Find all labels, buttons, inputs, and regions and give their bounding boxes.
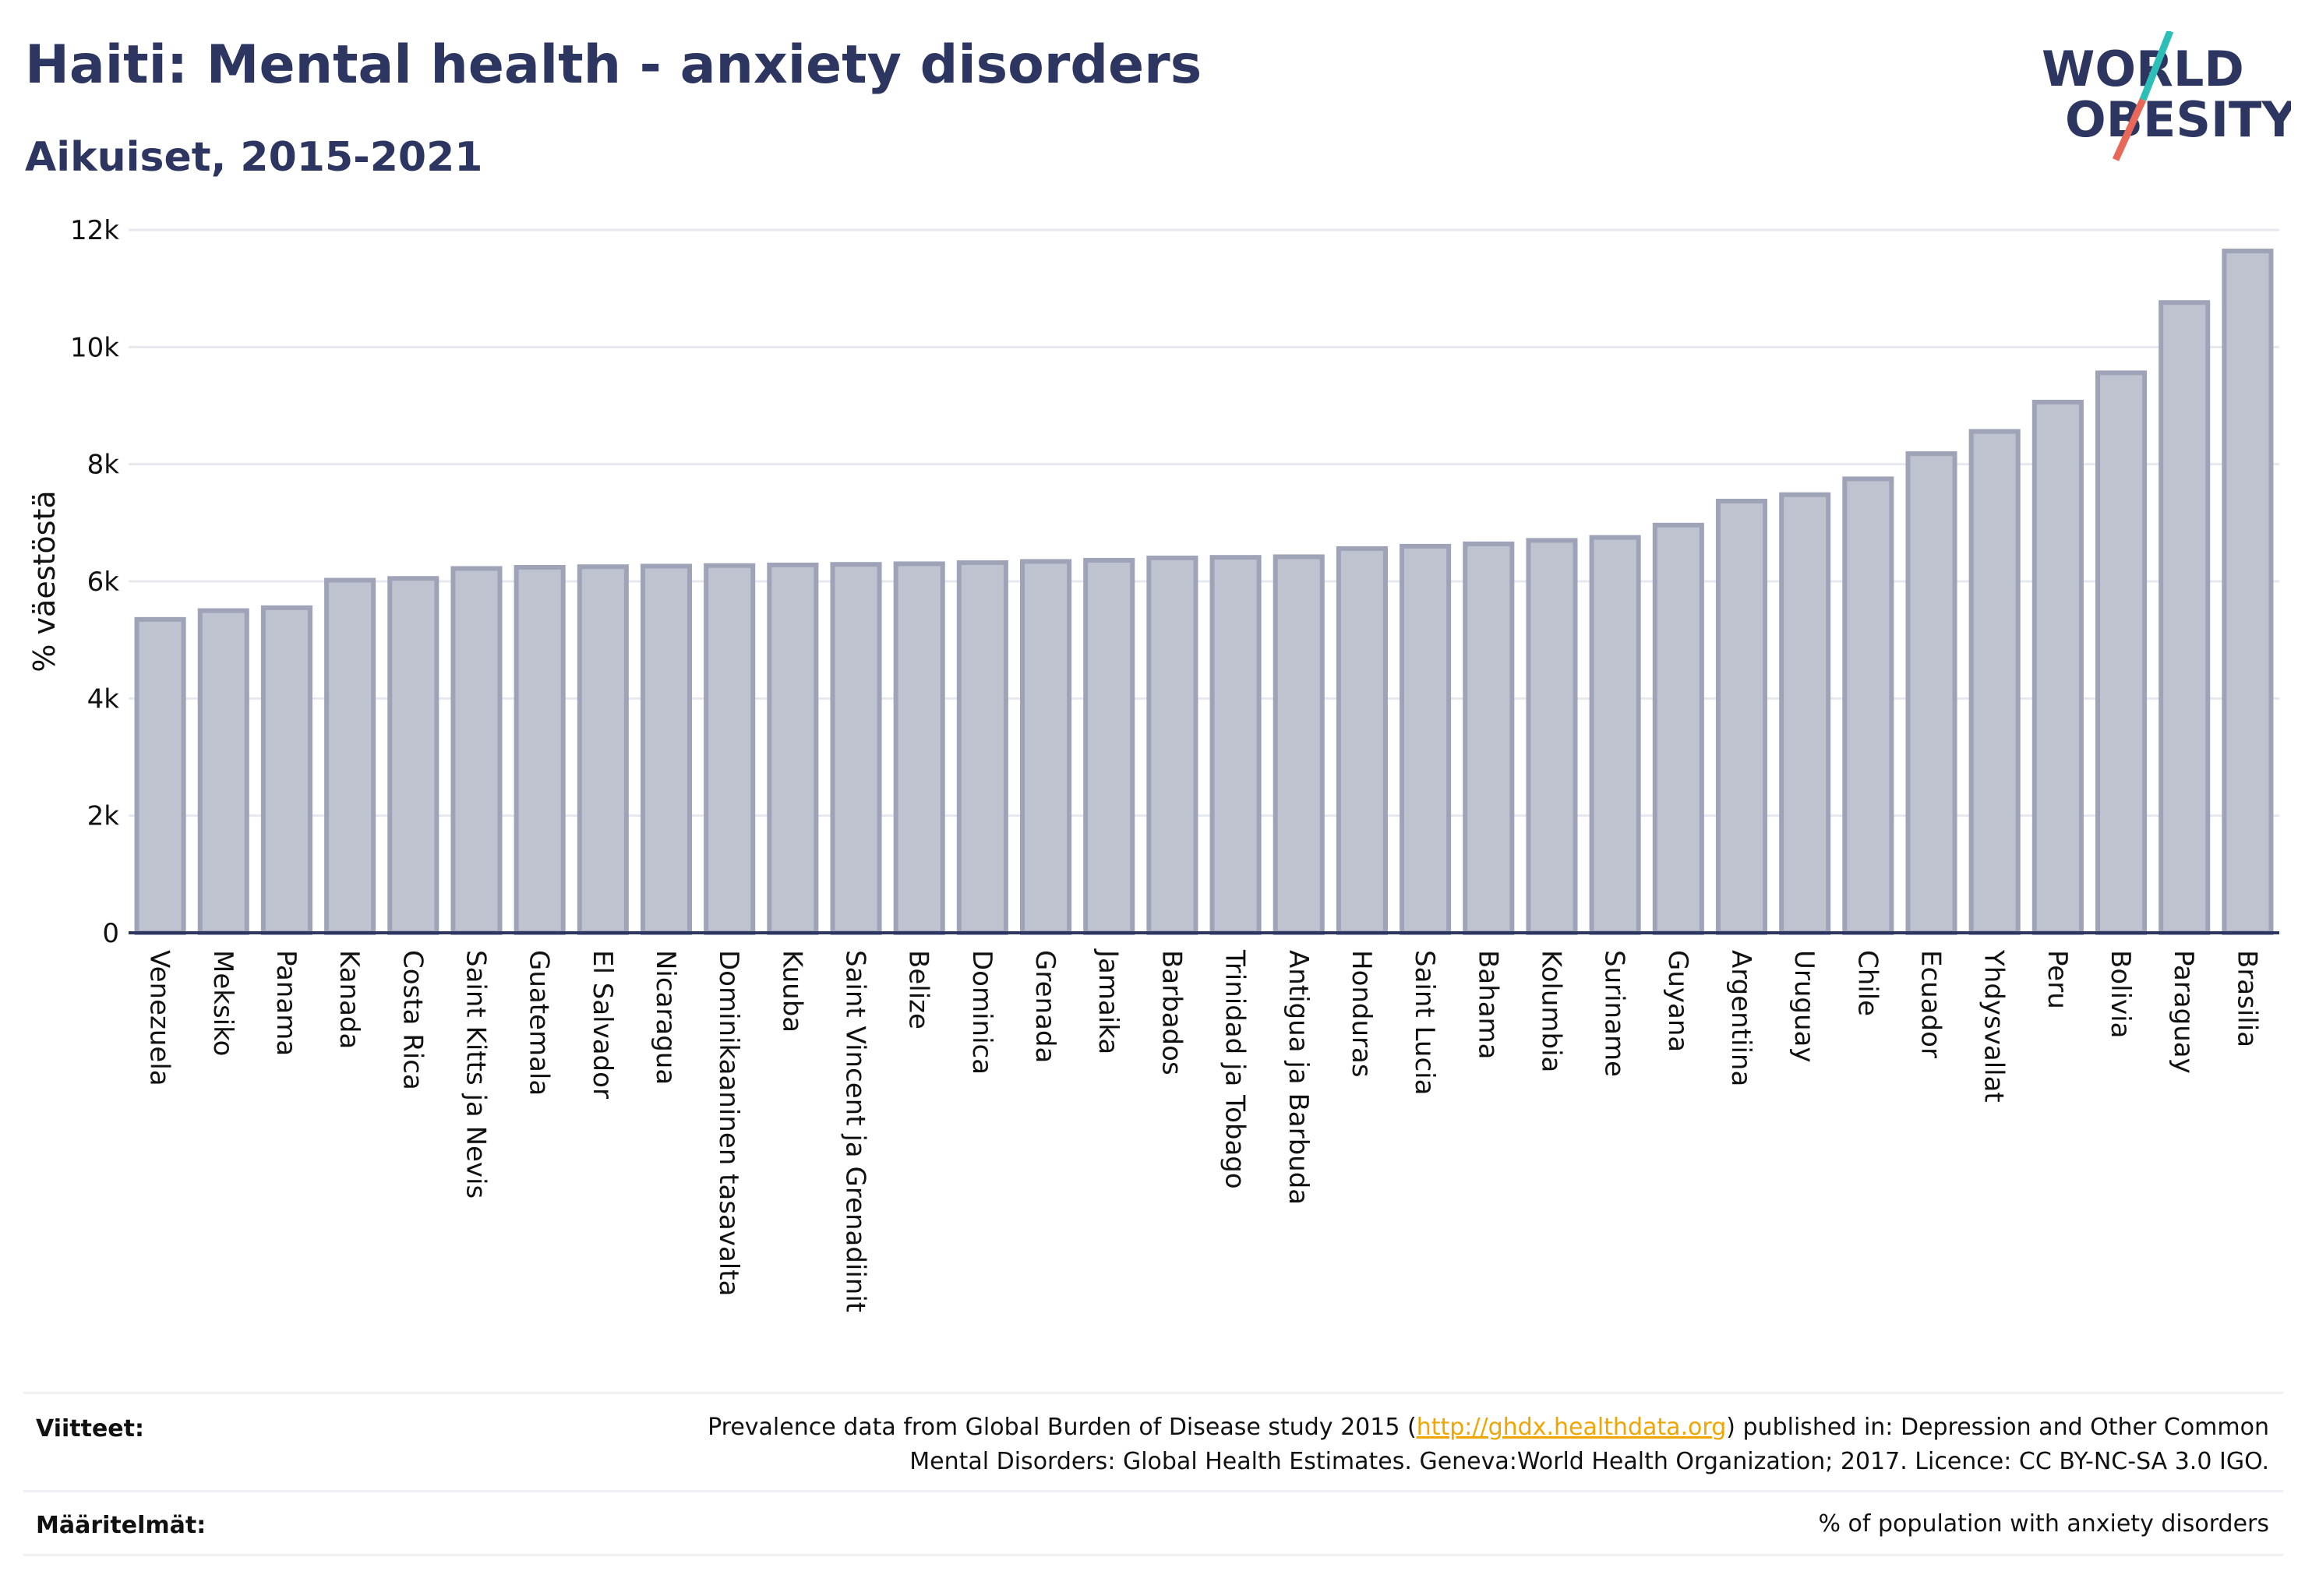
y-tick-label: 8k	[87, 450, 120, 481]
bar	[1020, 559, 1072, 936]
x-tick-label: Meksiko	[207, 950, 238, 1056]
x-tick-label: Venezuela	[144, 950, 175, 1086]
x-tick-label: Uruguay	[1788, 950, 1820, 1063]
logo-slash-bottom	[2112, 98, 2147, 161]
footer-rule-bottom	[23, 1554, 2283, 1556]
x-tick-label: Yhdysvallat	[1978, 949, 2010, 1103]
x-tick-label: Guatemala	[524, 950, 555, 1096]
sources-label: Viitteet:	[36, 1415, 144, 1442]
x-tick-label: Argentiina	[1725, 950, 1756, 1086]
x-tick-label: Dominica	[966, 950, 997, 1075]
footer-rule-top	[23, 1392, 2283, 1394]
bar	[514, 564, 566, 936]
sources-line1: Prevalence data from Global Burden of Di…	[708, 1411, 2269, 1445]
y-tick-label: 2k	[87, 801, 120, 832]
y-tick-label: 0	[102, 918, 119, 949]
bar	[324, 577, 376, 935]
bar	[1715, 499, 1768, 935]
x-tick-label: Belize	[903, 950, 934, 1029]
bar	[450, 566, 503, 935]
y-tick-label: 4k	[87, 683, 120, 715]
x-tick-label: Grenada	[1029, 950, 1061, 1063]
bar	[1905, 451, 1957, 935]
logo-line2: OBESITY	[2065, 91, 2291, 148]
bar	[134, 616, 186, 935]
x-tick-label: Costa Rica	[397, 950, 428, 1090]
bar	[1526, 538, 1578, 936]
bar	[767, 562, 819, 935]
bar	[2222, 249, 2274, 935]
footer-rule-mid	[23, 1490, 2283, 1492]
x-tick-label: Bahama	[1472, 950, 1503, 1060]
x-tick-label: Panama	[270, 950, 302, 1056]
bar	[1146, 555, 1198, 936]
bar	[2031, 399, 2084, 935]
sources-text-after: ) published in: Depression and Other Com…	[1726, 1414, 2269, 1441]
bar	[893, 561, 945, 935]
x-tick-label: Jamaika	[1092, 948, 1124, 1054]
sources-link[interactable]: http://ghdx.healthdata.org	[1416, 1414, 1727, 1441]
sources-text: Prevalence data from Global Burden of Di…	[708, 1411, 2269, 1479]
bar	[956, 560, 1008, 935]
bar	[2095, 370, 2148, 935]
bar	[260, 605, 312, 935]
bar	[1083, 557, 1135, 935]
bar	[1336, 546, 1388, 935]
x-tick-label: Paraguay	[2168, 950, 2199, 1074]
x-tick-label: El Salvador	[587, 950, 618, 1099]
logo-slash-top	[2139, 31, 2174, 101]
chart-subtitle: Aikuiset, 2015-2021	[25, 134, 483, 181]
world-obesity-logo: WORLD OBESITY	[2042, 31, 2291, 161]
sources-text-before: Prevalence data from Global Burden of Di…	[708, 1414, 1417, 1441]
bar-chart: 0 2k 4k 6k 8k 10k 12k % väestöstä Venezuela Meksi…	[27, 215, 2279, 1312]
y-tick-label: 12k	[70, 215, 119, 246]
x-tick-label: Honduras	[1346, 950, 1377, 1078]
bar	[1209, 555, 1262, 935]
y-tick-label: 10k	[70, 332, 119, 363]
x-tick-label: Trinidad ja Tobago	[1220, 949, 1251, 1189]
x-tick-label: Saint Vincent ja Grenadiinit	[840, 950, 871, 1312]
chart-title: Haiti: Mental health - anxiety disorders	[25, 34, 1202, 96]
bar	[1273, 554, 1325, 935]
x-tick-label: Suriname	[1599, 950, 1630, 1077]
x-tick-label: Ecuador	[1915, 950, 1947, 1058]
x-tick-label: Barbados	[1156, 950, 1187, 1075]
bar	[2159, 300, 2211, 935]
bar	[1779, 492, 1831, 935]
x-tick-label: Guyana	[1662, 950, 1693, 1052]
x-tick-label: Saint Kitts ja Nevis	[460, 950, 491, 1199]
x-tick-label: Dominikaaninen tasavalta	[713, 950, 744, 1296]
x-tick-label: Peru	[2042, 950, 2073, 1009]
y-axis-label: % väestöstä	[27, 490, 62, 672]
x-tick-label: Kolumbia	[1535, 950, 1566, 1072]
definitions-text: % of population with anxiety disorders	[1818, 1510, 2269, 1538]
bar	[577, 564, 629, 935]
x-tick-label: Kanada	[334, 950, 365, 1049]
x-tick-label: Nicaragua	[650, 950, 681, 1085]
bar	[1463, 541, 1515, 935]
bar	[197, 608, 249, 935]
bar	[704, 563, 756, 936]
x-tick-label: Bolivia	[2105, 950, 2136, 1038]
bar	[1652, 522, 1704, 935]
definitions-label: Määritelmät:	[36, 1512, 206, 1539]
x-tick-label: Antigua ja Barbuda	[1283, 950, 1314, 1205]
bar	[387, 576, 439, 935]
bar	[1589, 535, 1641, 935]
x-tick-label: Chile	[1851, 950, 1883, 1016]
bar	[1400, 543, 1452, 936]
sources-line2: Mental Disorders: Global Health Estimate…	[909, 1448, 2269, 1475]
x-tick-label: Saint Lucia	[1409, 950, 1440, 1095]
bar	[1842, 476, 1894, 935]
bar	[640, 563, 693, 935]
logo-line1: WORLD	[2042, 41, 2244, 97]
y-tick-label: 6k	[87, 567, 120, 598]
x-tick-label: Brasilia	[2231, 950, 2262, 1047]
x-tick-label: Kuuba	[776, 950, 807, 1033]
bar	[1968, 429, 2021, 935]
bar	[830, 562, 882, 935]
